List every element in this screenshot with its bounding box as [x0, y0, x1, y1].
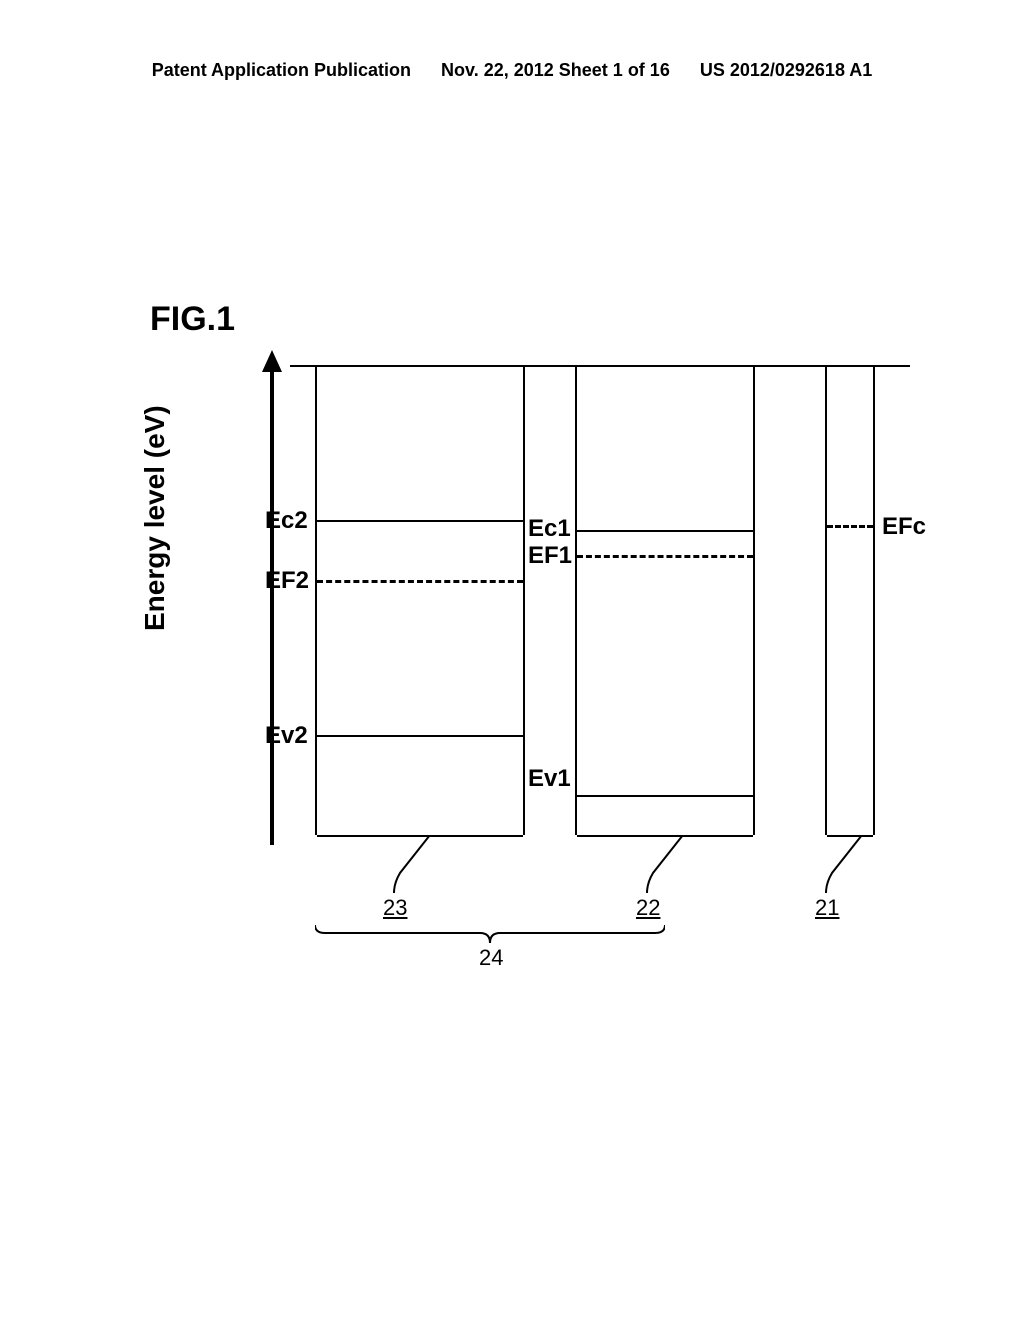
ev2-label: Ev2 — [265, 722, 308, 750]
efc-line — [827, 525, 873, 527]
header-date-sheet: Nov. 22, 2012 Sheet 1 of 16 — [441, 60, 670, 81]
y-axis-label: Energy level (eV) — [139, 405, 171, 631]
ev1-line — [577, 795, 753, 797]
header-patent-number: US 2012/0292618 A1 — [700, 60, 872, 81]
ec1-line — [577, 530, 753, 532]
region-22-label: 22 — [636, 895, 660, 921]
ef1-label: EF1 — [528, 542, 572, 570]
region-21 — [825, 365, 875, 835]
group-brace — [315, 925, 665, 945]
ec2-label: Ec2 — [265, 507, 308, 535]
figure-label: FIG.1 — [150, 300, 235, 339]
ev1-label: Ev1 — [528, 765, 571, 793]
callout-21-line — [810, 835, 880, 893]
region-23 — [315, 365, 525, 835]
ec2-line — [317, 520, 523, 522]
region-23-label: 23 — [383, 895, 407, 921]
y-axis — [270, 365, 274, 845]
region-22 — [575, 365, 755, 835]
ef1-line — [577, 555, 753, 557]
callout-22-line — [635, 835, 705, 893]
efc-label: EFc — [882, 513, 926, 541]
ec1-label: Ec1 — [528, 515, 571, 543]
ef2-label: EF2 — [265, 567, 309, 595]
energy-diagram: Energy level (eV) Ec2 EF2 Ev2 Ec1 — [165, 355, 925, 945]
callout-23-line — [380, 835, 450, 893]
chart-area: Ec2 EF2 Ev2 Ec1 EF1 Ev1 EFc 23 — [270, 355, 910, 855]
header-publication: Patent Application Publication — [152, 60, 411, 81]
ev2-line — [317, 735, 523, 737]
ef2-line — [317, 580, 523, 582]
region-21-label: 21 — [815, 895, 839, 921]
y-axis-arrow-icon — [262, 350, 282, 372]
group-24-label: 24 — [479, 945, 503, 971]
